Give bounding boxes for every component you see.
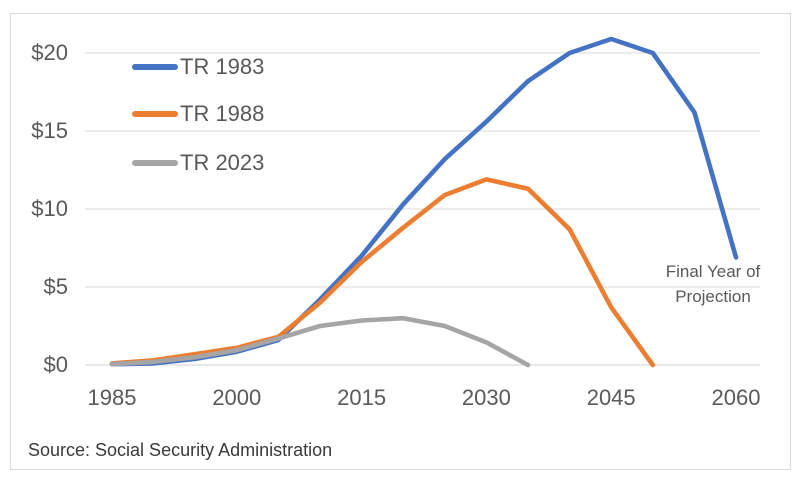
x-tick-label-2045: 2045 xyxy=(586,385,636,410)
annotation-line-1: Final Year of xyxy=(665,262,761,281)
legend-label-tr-1983: TR 1983 xyxy=(180,54,265,79)
legend-label-tr-1988: TR 1988 xyxy=(180,101,265,126)
y-tick-label-usd20: $20 xyxy=(31,40,68,65)
legend-swatch-tr-2023 xyxy=(132,160,178,166)
legend-swatch-tr-1983 xyxy=(132,64,178,70)
series-line-tr-1988 xyxy=(109,177,656,368)
annotation-line-2: Projection xyxy=(675,287,751,306)
x-tick-label-2030: 2030 xyxy=(461,385,511,410)
legend-label-tr-2023: TR 2023 xyxy=(180,150,265,175)
legend-item-tr-1988: TR 1988 xyxy=(132,101,264,127)
x-tick-label-2015: 2015 xyxy=(337,385,387,410)
legend-item-tr-1983: TR 1983 xyxy=(132,54,264,80)
final-year-annotation: Final Year of Projection xyxy=(650,259,776,309)
y-tick-label-usd0: $0 xyxy=(43,352,68,377)
x-tick-label-2000: 2000 xyxy=(212,385,262,410)
source-note: Source: Social Security Administration xyxy=(28,440,333,460)
y-tick-label-usd5: $5 xyxy=(43,274,68,299)
legend-item-tr-2023: TR 2023 xyxy=(132,150,264,176)
x-tick-label-1985: 1985 xyxy=(87,385,137,410)
series-line-tr-1983 xyxy=(109,36,739,367)
y-tick-label-usd10: $10 xyxy=(31,196,68,221)
series-line-tr-2023 xyxy=(109,315,531,368)
chart-border-frame xyxy=(10,13,791,470)
x-tick-label-2060: 2060 xyxy=(711,385,761,410)
y-tick-label-usd15: $15 xyxy=(31,118,68,143)
legend-swatch-tr-1988 xyxy=(132,111,178,117)
